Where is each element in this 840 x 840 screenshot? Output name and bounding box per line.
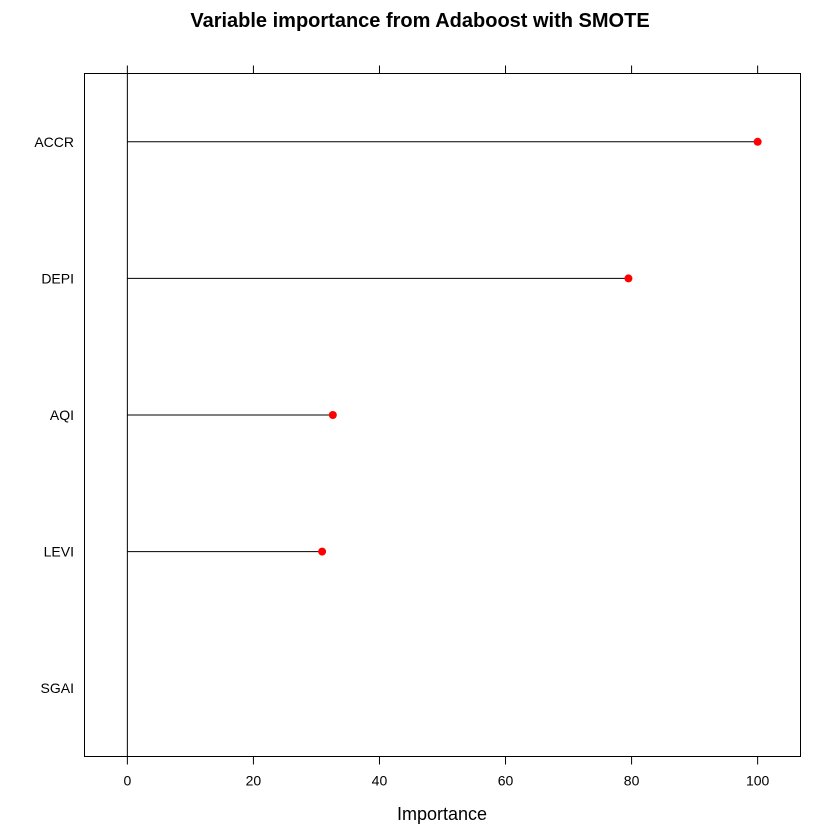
x-tick-label: 40 — [372, 773, 388, 789]
category-label: DEPI — [41, 270, 74, 286]
category-label: SGAI — [41, 680, 74, 696]
importance-point — [318, 547, 327, 556]
x-tick-label: 20 — [246, 773, 262, 789]
x-axis-label: Importance — [397, 804, 487, 824]
plot-frame — [84, 73, 801, 757]
y-axis: ACCR DEPI AQI LEVI SGAI — [34, 134, 74, 696]
category-label: ACCR — [34, 134, 74, 150]
category-label: AQI — [50, 407, 74, 423]
x-axis: 0 20 40 60 80 100 — [123, 65, 770, 789]
importance-point — [328, 411, 337, 419]
importance-point — [753, 137, 762, 146]
x-tick-label: 0 — [123, 773, 131, 789]
data-marks — [126, 73, 762, 757]
importance-point — [624, 274, 633, 283]
x-tick-label: 100 — [746, 773, 770, 789]
chart-title: Variable importance from Adaboost with S… — [190, 10, 649, 32]
x-tick-label: 60 — [498, 773, 514, 789]
category-label: LEVI — [44, 544, 74, 560]
x-tick-label: 80 — [624, 773, 640, 789]
